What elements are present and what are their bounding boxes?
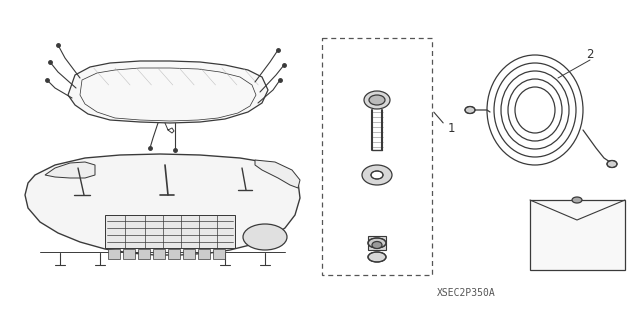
Ellipse shape: [243, 224, 287, 250]
Ellipse shape: [372, 241, 382, 249]
Bar: [183, 249, 195, 259]
Bar: [153, 249, 165, 259]
Ellipse shape: [371, 171, 383, 179]
Bar: [198, 249, 210, 259]
Polygon shape: [25, 154, 300, 255]
Polygon shape: [530, 200, 625, 270]
Text: 2: 2: [586, 48, 593, 62]
Ellipse shape: [607, 160, 617, 167]
Ellipse shape: [364, 91, 390, 109]
Bar: [123, 249, 135, 259]
Ellipse shape: [572, 197, 582, 203]
Bar: [108, 249, 120, 259]
Text: 1: 1: [448, 122, 456, 135]
Bar: [168, 249, 180, 259]
Bar: [213, 249, 225, 259]
Bar: [322, 38, 432, 275]
Text: XSEC2P350A: XSEC2P350A: [437, 288, 496, 298]
Bar: [368, 236, 386, 250]
Polygon shape: [45, 162, 95, 178]
Ellipse shape: [369, 95, 385, 105]
Polygon shape: [255, 160, 300, 188]
Ellipse shape: [362, 165, 392, 185]
Bar: [138, 249, 150, 259]
Polygon shape: [68, 61, 268, 123]
Ellipse shape: [465, 107, 475, 114]
Ellipse shape: [368, 252, 386, 262]
Ellipse shape: [368, 238, 386, 248]
Bar: [105, 215, 235, 248]
